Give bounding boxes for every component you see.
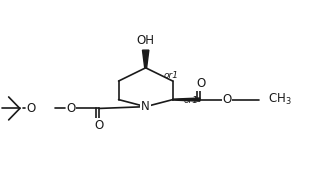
Text: O: O	[26, 102, 36, 115]
Polygon shape	[173, 98, 200, 101]
Polygon shape	[142, 50, 149, 68]
Text: O: O	[222, 93, 232, 106]
Text: O: O	[95, 119, 104, 132]
Text: OH: OH	[137, 35, 155, 48]
Text: O: O	[197, 77, 206, 90]
Text: N: N	[141, 100, 150, 113]
Text: or1: or1	[163, 71, 178, 80]
Text: O: O	[66, 102, 76, 115]
Text: or1: or1	[184, 96, 199, 105]
Text: CH$_3$: CH$_3$	[268, 92, 292, 107]
